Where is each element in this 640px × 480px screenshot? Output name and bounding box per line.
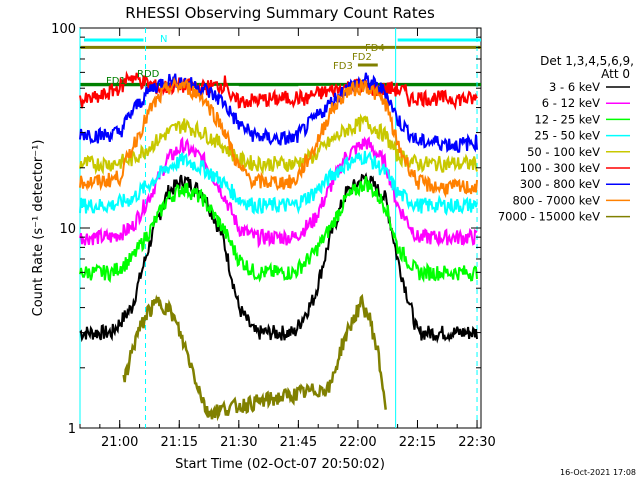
legend-label-6: 300 - 800 keV: [520, 177, 600, 191]
x-tick-label-4: 22:00: [339, 435, 376, 450]
x-tick-label-0: 21:00: [101, 435, 138, 450]
series-line-4: [79, 113, 478, 176]
plot-frame: [79, 27, 482, 429]
legend-header-attenuator: Att 0: [601, 67, 630, 81]
x-tick-label-5: 22:15: [399, 435, 436, 450]
series-line-2: [79, 176, 478, 283]
x-tick-label-3: 21:45: [280, 435, 317, 450]
annotation-rdd: RDD: [137, 69, 160, 80]
plot-timestamp: 16-Oct-2021 17:08: [560, 468, 636, 477]
y-tick-label-1: 10: [59, 222, 76, 237]
legend-label-0: 3 - 6 keV: [549, 80, 600, 94]
x-tick-label-6: 22:30: [458, 435, 495, 450]
y-axis-title: Count Rate (s⁻¹ detector⁻¹): [31, 140, 46, 317]
chart-title: RHESSI Observing Summary Count Rates: [125, 4, 435, 22]
legend-label-4: 50 - 100 keV: [527, 145, 600, 159]
annotation-fd1: FD1: [106, 76, 126, 87]
series-line-3: [79, 150, 478, 216]
y-tick-label-0: 1: [68, 422, 76, 437]
series-line-7: [79, 76, 478, 199]
x-tick-label-2: 21:30: [220, 435, 257, 450]
legend-header-detectors: Det 1,3,4,5,6,9,: [540, 54, 634, 68]
legend-label-1: 6 - 12 keV: [542, 96, 600, 110]
legend-label-5: 100 - 300 keV: [520, 161, 600, 175]
series-line-8: [122, 293, 387, 422]
annotation-fd4: FD4: [365, 43, 385, 54]
series-line-1: [79, 136, 478, 249]
annotation-fd3: FD3: [333, 61, 353, 72]
series-line-0: [79, 172, 478, 344]
legend-label-3: 25 - 50 keV: [534, 129, 600, 143]
annotation-n: N: [160, 34, 167, 45]
x-tick-label-1: 21:15: [161, 435, 198, 450]
y-tick-label-2: 100: [51, 22, 76, 37]
series-line-6: [79, 72, 478, 154]
x-axis-title: Start Time (02-Oct-07 20:50:02): [175, 457, 385, 472]
legend-label-2: 12 - 25 keV: [534, 112, 600, 126]
annotation-fd2: FD2: [352, 52, 372, 63]
series-line-5: [79, 70, 478, 111]
legend-label-7: 800 - 7000 keV: [512, 193, 600, 207]
legend-label-8: 7000 - 15000 keV: [498, 210, 600, 224]
